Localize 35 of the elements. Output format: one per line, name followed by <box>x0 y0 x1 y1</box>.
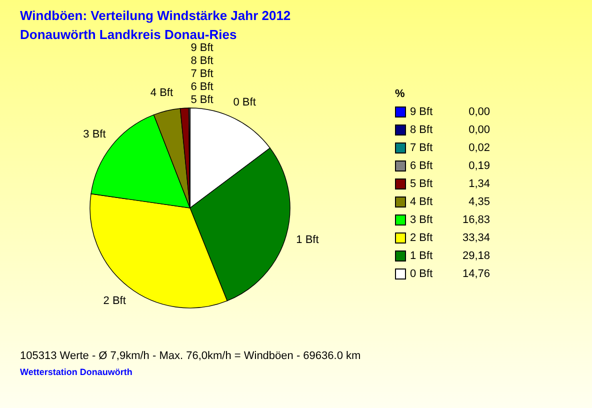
text: 0,00 <box>468 106 490 118</box>
legend-label: 5 Bft <box>410 178 433 190</box>
data-label: 16,83 <box>462 214 490 226</box>
text: 0,00 <box>468 124 490 136</box>
text: 105313 Werte - Ø 7,9km/h - Max. 76,0km/h = Windböen - 69636.0 km <box>20 350 361 362</box>
chart-subtitle: Donauwörth Landkreis Donau-Ries <box>20 27 237 42</box>
slice-label: 0 Bft <box>233 96 256 108</box>
legend-label: 2 Bft <box>410 232 433 244</box>
legend-label: 4 Bft <box>410 196 433 208</box>
slice-label: 1 Bft <box>296 234 319 246</box>
text: Wetterstation Donauwörth <box>20 367 132 377</box>
data-label: 0,19 <box>468 160 490 172</box>
slice-label: 2 Bft <box>103 294 126 307</box>
legend-label: 0 Bft <box>410 268 433 280</box>
legend-label: 3 Bft <box>410 214 433 226</box>
slice-label: 7 Bft <box>190 68 214 80</box>
legend-title: % <box>395 88 405 100</box>
legend-label: 6 Bft <box>410 160 433 172</box>
legend-label: 8 Bft <box>410 124 433 136</box>
data-label: 14,76 <box>462 268 490 280</box>
category-label: 9 Bft <box>190 42 214 54</box>
legend-label: 1 Bft <box>410 250 433 262</box>
data-label: 1,34 <box>468 178 490 190</box>
slice-label: 4 Bft <box>150 87 174 100</box>
chart-title: Windböen: Verteilung Windstärke Jahr 2012 <box>20 8 291 23</box>
legend-label: 7 Bft <box>410 142 433 154</box>
slice-label: 3 Bft <box>83 128 106 141</box>
data-label: 0,02 <box>468 142 490 154</box>
legend-label: 9 Bft <box>410 106 433 118</box>
slice-label: 5 Bft <box>190 94 214 106</box>
data-label: 4,35 <box>468 196 490 208</box>
data-label: 33,34 <box>462 232 490 244</box>
slice-label: 6 Bft <box>190 81 214 93</box>
category-label: 8 Bft <box>190 55 214 67</box>
data-label: 29,18 <box>462 250 490 262</box>
